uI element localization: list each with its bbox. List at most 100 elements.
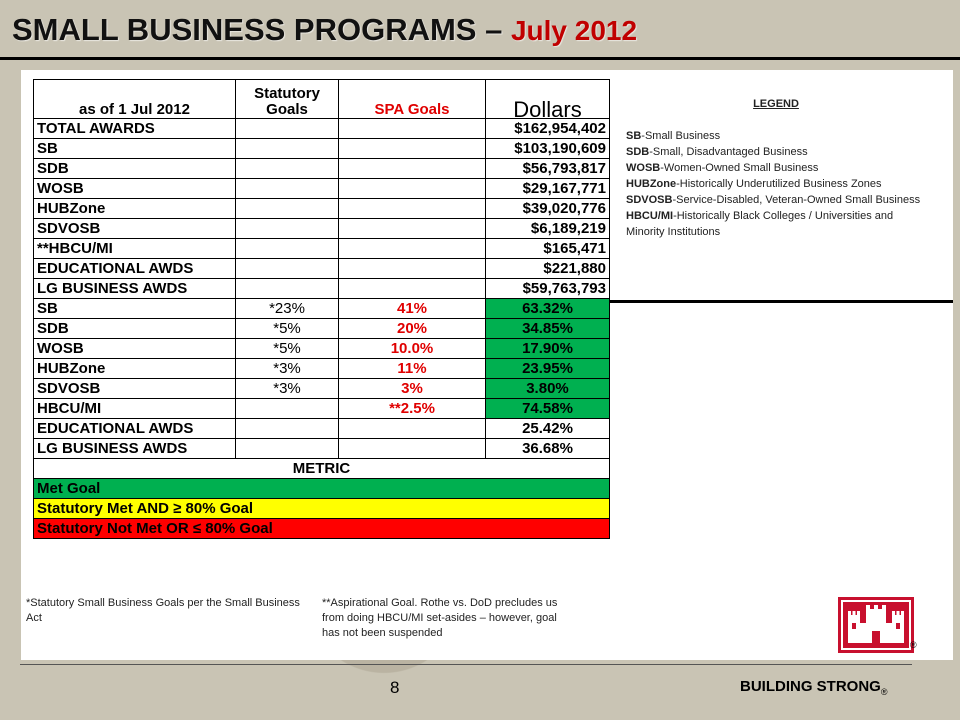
row-dollar-value: $56,793,817 [485, 158, 610, 179]
row-label: LG BUSINESS AWDS [33, 438, 236, 459]
legend-title: LEGEND [753, 98, 799, 110]
header-dollars: Dollars [485, 79, 610, 119]
row-statutory-goal [235, 238, 339, 259]
legend-text: -Small Business [641, 130, 721, 142]
metric-row: Statutory Met AND ≥ 80% Goal [33, 498, 610, 519]
table-row: HBCU/MI **2.5% 74.58% [33, 398, 610, 419]
row-statutory-goal: *3% [235, 378, 339, 399]
legend-item: WOSB-Women-Owned Small Business [626, 160, 926, 176]
legend-text: -Historically Underutilized Business Zon… [676, 178, 882, 190]
table-row: SDB $56,793,817 [33, 158, 610, 179]
header-statutory-goals: Statutory Goals [235, 79, 339, 119]
table-row: SDVOSB *3% 3% 3.80% [33, 378, 610, 399]
row-spa-goal: **2.5% [338, 398, 486, 419]
row-percent-value: 74.58% [485, 398, 610, 419]
row-statutory-goal: *5% [235, 318, 339, 339]
building-strong-tagline: BUILDING STRONG® [740, 678, 888, 697]
row-statutory-goal [235, 218, 339, 239]
row-spa-goal: 11% [338, 358, 486, 379]
row-spa-goal [338, 418, 486, 439]
row-spa-goal: 41% [338, 298, 486, 319]
row-label: HUBZone [33, 198, 236, 219]
row-label: SDVOSB [33, 218, 236, 239]
row-percent-value: 63.32% [485, 298, 610, 319]
row-percent-value: 36.68% [485, 438, 610, 459]
row-statutory-goal: *3% [235, 358, 339, 379]
legend-item: SDVOSB-Service-Disabled, Veteran-Owned S… [626, 192, 926, 208]
row-dollar-value: $103,190,609 [485, 138, 610, 159]
row-spa-goal [338, 158, 486, 179]
row-label: SB [33, 138, 236, 159]
legend-rule [610, 300, 953, 303]
title-main: SMALL BUSINESS PROGRAMS – [12, 12, 511, 47]
page-number: 8 [390, 678, 400, 697]
table-row: TOTAL AWARDS $162,954,402 [33, 118, 610, 139]
legend-item: SDB-Small, Disadvantaged Business [626, 144, 926, 160]
row-percent-value: 23.95% [485, 358, 610, 379]
row-spa-goal: 10.0% [338, 338, 486, 359]
row-spa-goal [338, 218, 486, 239]
metric-label: Statutory Not Met OR ≤ 80% Goal [33, 518, 610, 539]
row-label: EDUCATIONAL AWDS [33, 418, 236, 439]
row-spa-goal [338, 258, 486, 279]
legend-abbr: HBCU/MI [626, 210, 674, 222]
row-statutory-goal [235, 138, 339, 159]
row-label: SDB [33, 318, 236, 339]
row-spa-goal [338, 178, 486, 199]
row-statutory-goal [235, 158, 339, 179]
table-row: HUBZone *3% 11% 23.95% [33, 358, 610, 379]
row-label: SDVOSB [33, 378, 236, 399]
title-rule [0, 57, 960, 60]
logo-registered-mark: ® [910, 640, 917, 650]
table-row: EDUCATIONAL AWDS $221,880 [33, 258, 610, 279]
table-row: SDB *5% 20% 34.85% [33, 318, 610, 339]
legend-abbr: SDB [626, 146, 650, 158]
row-statutory-goal: *5% [235, 338, 339, 359]
row-spa-goal: 3% [338, 378, 486, 399]
legend-text: -Service-Disabled, Veteran-Owned Small B… [672, 194, 921, 206]
row-statutory-goal [235, 438, 339, 459]
small-business-table: as of 1 Jul 2012 Statutory Goals SPA Goa… [33, 79, 610, 539]
legend-abbr: HUBZone [626, 178, 677, 190]
row-label: WOSB [33, 178, 236, 199]
row-label: LG BUSINESS AWDS [33, 278, 236, 299]
legend-abbr: WOSB [626, 162, 661, 174]
table-row: WOSB $29,167,771 [33, 178, 610, 199]
row-spa-goal [338, 238, 486, 259]
footnote-statutory: *Statutory Small Business Goals per the … [26, 597, 300, 624]
metric-header-row: METRIC [33, 458, 610, 479]
row-statutory-goal: *23% [235, 298, 339, 319]
row-label: HBCU/MI [33, 398, 236, 419]
legend-item: HBCU/MI-Historically Black Colleges / Un… [626, 208, 926, 240]
legend: LEGEND SB-Small Business SDB-Small, Disad… [626, 96, 926, 240]
metric-row: Statutory Not Met OR ≤ 80% Goal [33, 518, 610, 539]
row-label: EDUCATIONAL AWDS [33, 258, 236, 279]
row-statutory-goal [235, 178, 339, 199]
row-percent-value: 34.85% [485, 318, 610, 339]
table-row: SB $103,190,609 [33, 138, 610, 159]
table-row: LG BUSINESS AWDS $59,763,793 [33, 278, 610, 299]
row-statutory-goal [235, 418, 339, 439]
row-label: TOTAL AWARDS [33, 118, 236, 139]
row-dollar-value: $39,020,776 [485, 198, 610, 219]
table-row: **HBCU/MI $165,471 [33, 238, 610, 259]
table-row: EDUCATIONAL AWDS 25.42% [33, 418, 610, 439]
legend-item: SB-Small Business [626, 128, 926, 144]
row-statutory-goal [235, 398, 339, 419]
row-dollar-value: $29,167,771 [485, 178, 610, 199]
metric-header: METRIC [33, 458, 610, 479]
row-dollar-value: $165,471 [485, 238, 610, 259]
table-row: SB *23% 41% 63.32% [33, 298, 610, 319]
row-statutory-goal [235, 258, 339, 279]
row-label: SDB [33, 158, 236, 179]
row-spa-goal: 20% [338, 318, 486, 339]
title-date: July 2012 [510, 15, 638, 46]
row-dollar-value: $6,189,219 [485, 218, 610, 239]
table-row: WOSB *5% 10.0% 17.90% [33, 338, 610, 359]
row-spa-goal [338, 138, 486, 159]
row-statutory-goal [235, 278, 339, 299]
footer-rule [20, 664, 912, 665]
row-dollar-value: $221,880 [485, 258, 610, 279]
row-dollar-value: $162,954,402 [485, 118, 610, 139]
header-as-of: as of 1 Jul 2012 [33, 79, 236, 119]
